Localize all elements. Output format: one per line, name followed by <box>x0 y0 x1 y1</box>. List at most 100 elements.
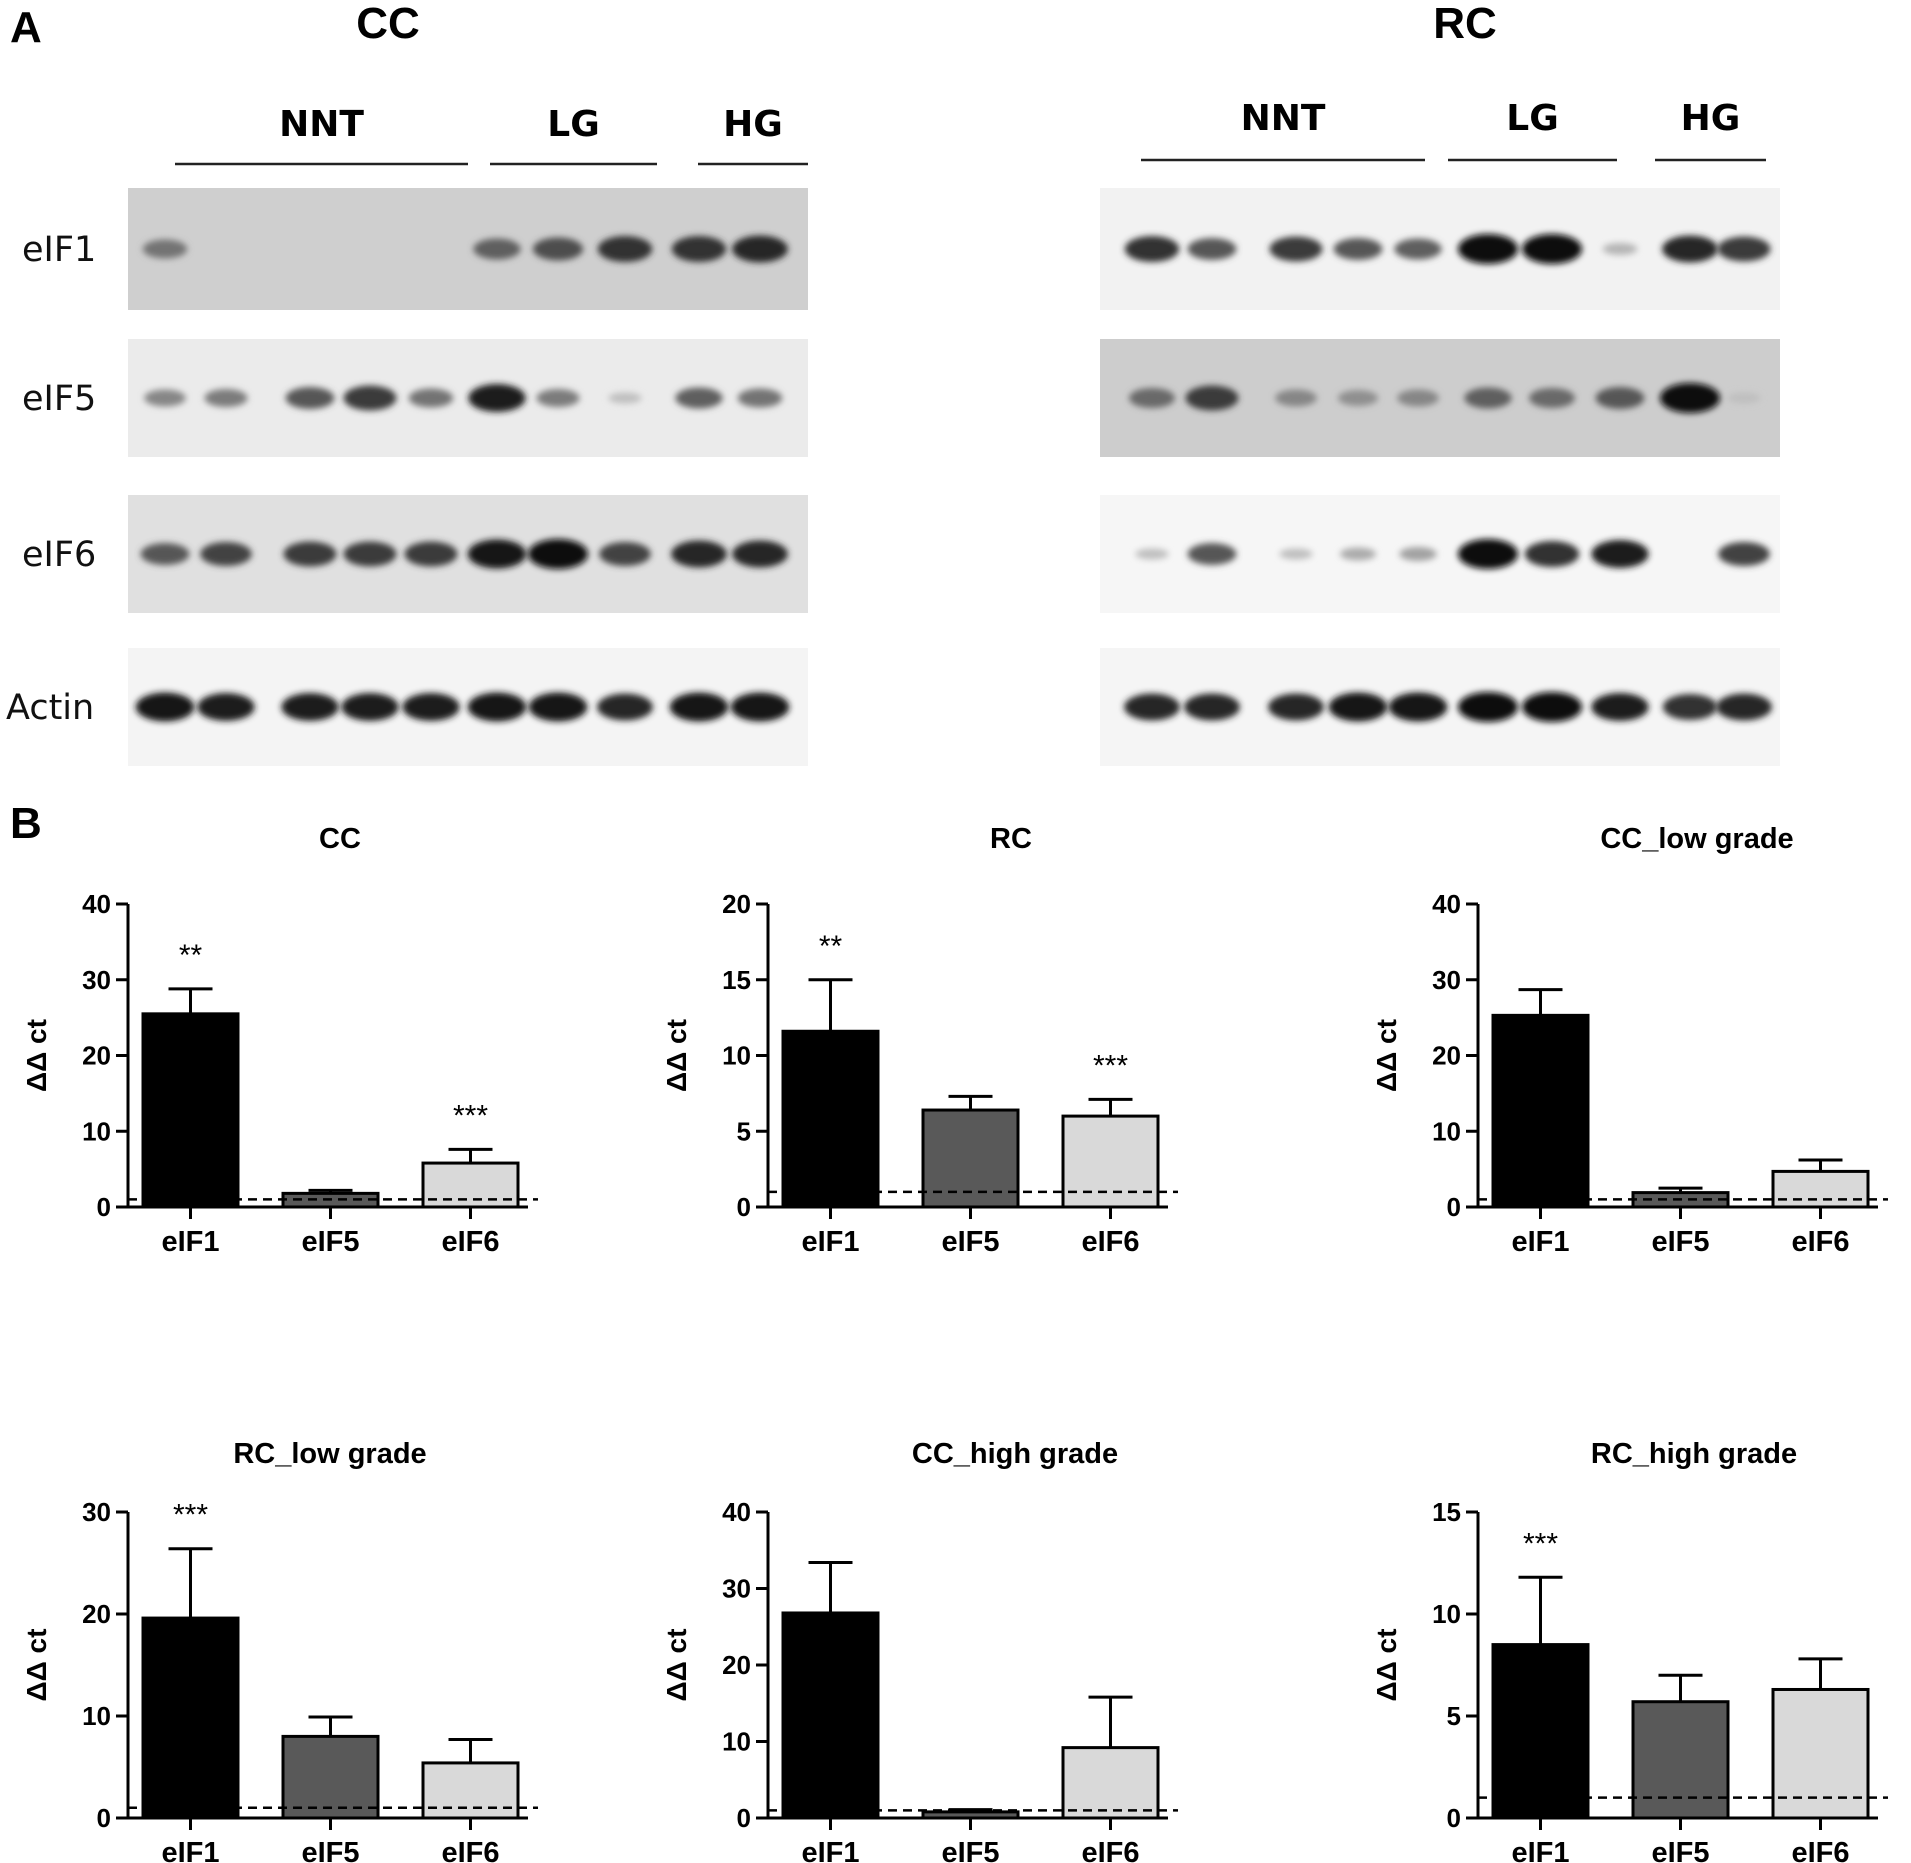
blot-rc: RC NNT LG HG <box>1100 0 1780 766</box>
blot-title: CC <box>356 0 420 48</box>
blot-row-eif5 <box>128 339 808 457</box>
blot-band <box>1275 389 1317 407</box>
x-tick-label: eIF6 <box>1081 1226 1139 1258</box>
blot-band <box>671 236 727 262</box>
blot-band <box>1524 541 1580 567</box>
row-label: Actin <box>6 688 94 728</box>
x-tick-label: eIF1 <box>161 1837 219 1863</box>
bar-eif1 <box>141 1012 240 1209</box>
group-label: NNT <box>1241 98 1326 139</box>
y-tick-label: 15 <box>1432 1497 1461 1527</box>
y-axis-label: ΔΔ ct <box>661 1019 692 1092</box>
y-tick-label: 40 <box>82 889 111 919</box>
blot-band <box>467 539 527 569</box>
blot-band <box>1337 390 1379 406</box>
bar-chart: RC_low grade ΔΔ ct 0 10 20 30 eIF1 *** eIF5 eIF6 <box>21 1438 538 1863</box>
blot-band <box>408 388 454 408</box>
blot-band <box>1660 383 1720 413</box>
y-tick-label: 20 <box>82 1041 111 1071</box>
y-axis-label: ΔΔ ct <box>21 1629 52 1702</box>
blot-band <box>1591 693 1649 721</box>
y-axis-label: ΔΔ ct <box>1371 1629 1402 1702</box>
blot-cc: CC NNT LG HG eIF1 eIF5 eIF6 Actin <box>6 0 808 766</box>
blot-band <box>402 693 460 721</box>
blot-band <box>281 693 339 721</box>
group-label: LG <box>547 104 600 145</box>
bar-eif6 <box>1061 1114 1160 1209</box>
blot-band <box>1522 234 1582 264</box>
x-tick-label: eIF5 <box>941 1226 999 1258</box>
chart-title: RC <box>990 823 1032 855</box>
blot-row-eif1 <box>1100 188 1780 310</box>
blot-band <box>1129 388 1175 408</box>
significance-mark: ** <box>819 930 843 963</box>
y-tick-label: 30 <box>722 1574 751 1604</box>
y-tick-label: 40 <box>1432 889 1461 919</box>
blot-row-actin <box>1100 648 1780 766</box>
blot-band <box>1458 539 1518 569</box>
y-axis-label: ΔΔ ct <box>661 1629 692 1702</box>
blot-row-eif6 <box>1100 495 1780 613</box>
y-tick-label: 5 <box>737 1116 751 1146</box>
significance-mark: ** <box>179 939 203 972</box>
blot-band <box>197 693 255 721</box>
bar-eif5 <box>1631 1700 1730 1820</box>
x-tick-label: eIF5 <box>301 1226 359 1258</box>
blot-band <box>200 542 252 566</box>
bar-eif5 <box>921 1810 1020 1820</box>
blot-band <box>285 387 335 409</box>
blot-row-eif6 <box>128 495 808 613</box>
blot-band <box>1595 387 1645 409</box>
panel-b-letter: B <box>10 799 42 848</box>
blot-band <box>528 692 588 722</box>
x-tick-label: eIF6 <box>1081 1837 1139 1863</box>
blot-band <box>1464 387 1512 409</box>
blot-band <box>341 693 399 721</box>
y-axis-label: ΔΔ ct <box>21 1019 52 1092</box>
blot-band <box>669 692 729 722</box>
y-tick-label: 0 <box>97 1803 111 1833</box>
x-tick-label: eIF1 <box>801 1226 859 1258</box>
y-tick-label: 0 <box>97 1192 111 1222</box>
bar-eif1 <box>1491 1013 1590 1209</box>
blot-band <box>1333 238 1383 260</box>
significance-mark: *** <box>1093 1049 1128 1082</box>
blot-band <box>343 541 397 567</box>
bar-eif6 <box>1771 1169 1870 1209</box>
x-tick-label: eIF5 <box>301 1837 359 1863</box>
y-tick-label: 0 <box>737 1192 751 1222</box>
blot-band <box>532 237 584 261</box>
blot-band <box>404 541 458 567</box>
y-tick-label: 5 <box>1447 1701 1461 1731</box>
x-tick-label: eIF6 <box>1791 1837 1849 1863</box>
significance-mark: *** <box>173 1499 208 1532</box>
blot-band <box>1187 543 1237 565</box>
bar-eif1 <box>781 1029 880 1209</box>
x-tick-label: eIF6 <box>1791 1226 1849 1258</box>
row-label: eIF6 <box>22 535 96 575</box>
blot-title: RC <box>1433 0 1497 48</box>
blot-band <box>1717 236 1771 262</box>
blot-band <box>1328 692 1388 722</box>
blot-band <box>1397 389 1439 407</box>
blot-band <box>597 693 653 721</box>
bar-charts: CC ΔΔ ct 0 10 20 30 40 eIF1 ** eIF5 eIF6 *** RC ΔΔ ct… <box>21 823 1888 1863</box>
x-tick-label: eIF5 <box>1651 1837 1709 1863</box>
x-tick-label: eIF6 <box>441 1226 499 1258</box>
blot-band <box>1185 385 1239 411</box>
blot-band <box>473 238 521 260</box>
blot-band <box>1135 548 1169 560</box>
blot-band <box>144 389 186 407</box>
blot-band <box>1268 693 1324 721</box>
x-tick-label: eIF1 <box>1511 1837 1569 1863</box>
blot-band <box>1458 234 1518 264</box>
chart-title: CC_low grade <box>1600 823 1793 855</box>
blot-band <box>1187 238 1237 260</box>
y-axis-label: ΔΔ ct <box>1371 1019 1402 1092</box>
bar-eif1 <box>781 1611 880 1820</box>
bar-eif1 <box>141 1616 240 1820</box>
blot-band <box>1388 692 1448 722</box>
blot-band <box>135 692 195 722</box>
bar-chart: CC_low grade ΔΔ ct 0 10 20 30 40 eIF1 eIF5 eIF6 <box>1371 823 1888 1258</box>
panel-a: A CC NNT LG HG eIF1 eIF5 eIF6 Actin RC NNT LG HG <box>6 0 1780 766</box>
